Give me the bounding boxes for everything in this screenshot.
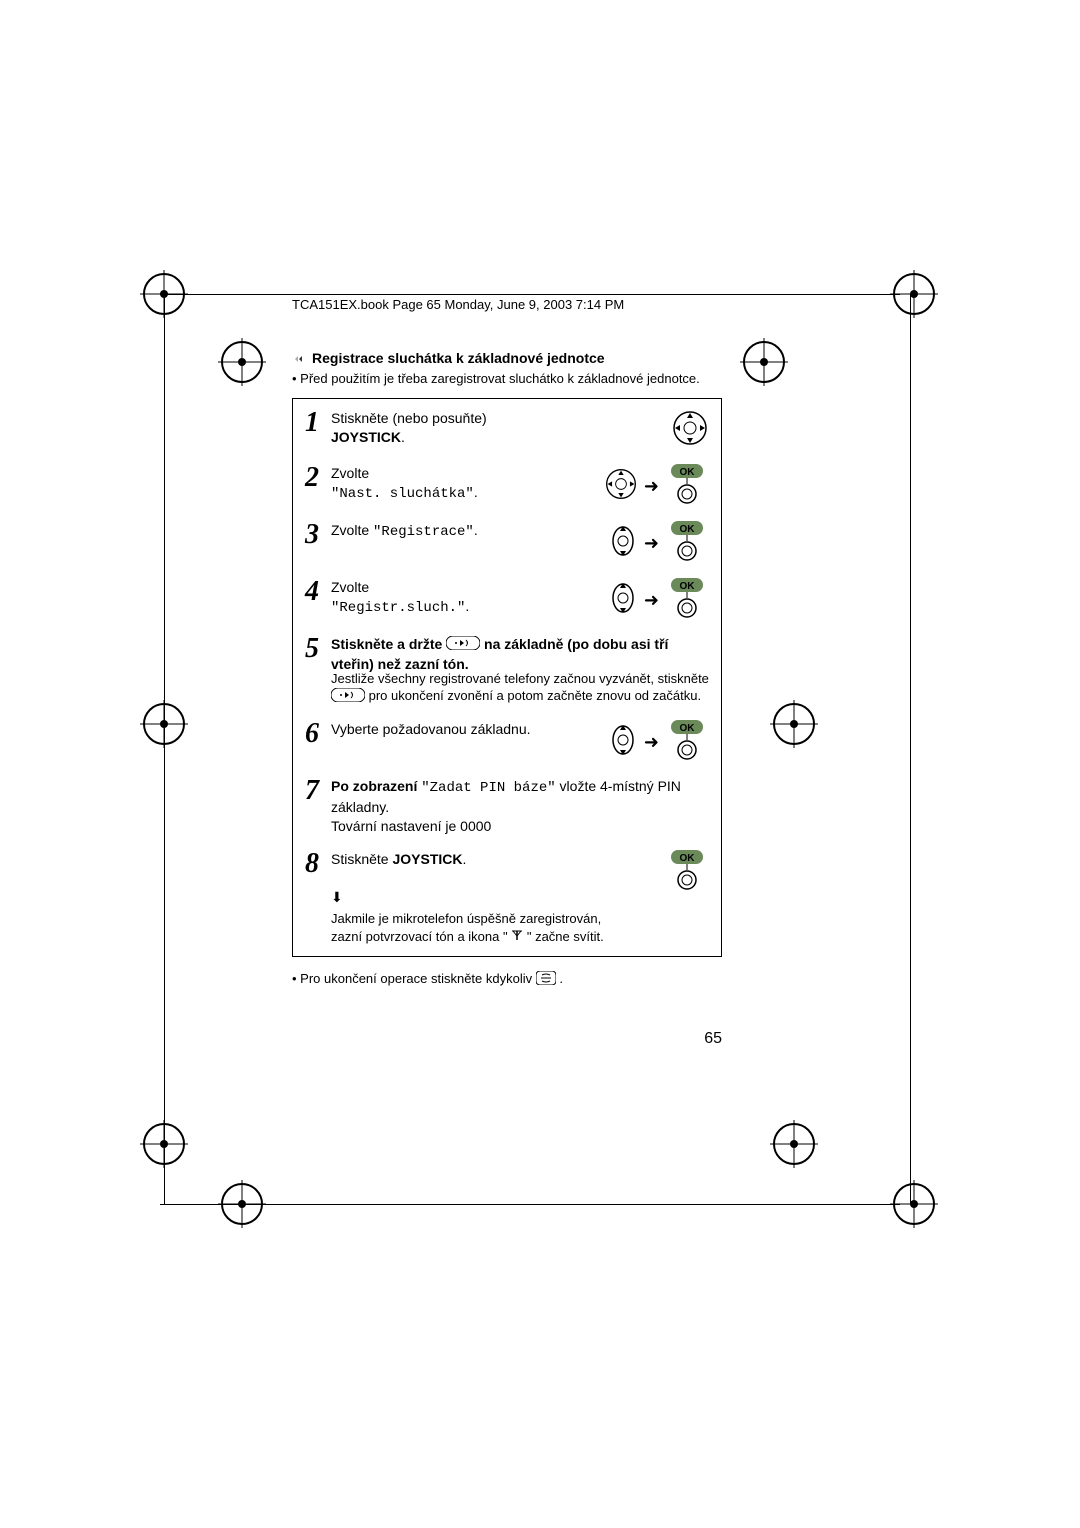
step-text: Zvolte "Registr.sluch.". (331, 578, 600, 618)
footer-note: • Pro ukončení operace stiskněte kdykoli… (292, 971, 722, 988)
step-icons: ➜ OK (608, 521, 709, 564)
step-text: Po zobrazení "Zadat PIN báze" vložte 4-m… (331, 777, 709, 836)
page-content: Registrace sluchátka k základnové jednot… (292, 350, 722, 988)
joystick-updown-icon (608, 581, 638, 618)
diamond-icon (292, 351, 306, 367)
cancel-button-icon (536, 971, 556, 988)
section-title-text: Registrace sluchátka k základnové jednot… (312, 350, 605, 366)
ok-button-icon: OK (665, 521, 709, 564)
step-number: 6 (305, 720, 331, 748)
arrow-right-icon: ➜ (644, 591, 659, 609)
step-icons: ➜ OK (608, 720, 709, 763)
step-7: 7 Po zobrazení "Zadat PIN báze" vložte 4… (305, 777, 709, 836)
joystick-updown-icon (608, 723, 638, 760)
step-8-note: Jakmile je mikrotelefon úspěšně zaregist… (331, 910, 709, 946)
steps-box: 1 Stiskněte (nebo posuňte) JOYSTICK. 2 Z… (292, 398, 722, 957)
ok-button-icon: OK (665, 720, 709, 763)
antenna-icon (511, 928, 523, 946)
page-header: TCA151EX.book Page 65 Monday, June 9, 20… (292, 294, 722, 312)
step-3: 3 Zvolte "Registrace". ➜ OK (305, 521, 709, 564)
arrow-right-icon: ➜ (644, 534, 659, 552)
ok-button-icon: OK (665, 850, 709, 893)
speaker-button-icon (446, 636, 480, 655)
section-title: Registrace sluchátka k základnové jednot… (292, 350, 722, 367)
page-number: 65 (704, 1030, 722, 1048)
joystick-icon (671, 409, 709, 450)
step-number: 5 (305, 635, 331, 663)
svg-text:OK: OK (680, 853, 696, 864)
crop-line (164, 294, 165, 1204)
step-5: 5 Stiskněte a držte na základně (po dobu… (305, 635, 709, 674)
ok-button-icon: OK (665, 578, 709, 621)
step-number: 8 (305, 850, 331, 878)
svg-text:OK: OK (680, 467, 696, 478)
step-icons: ➜ OK (604, 464, 709, 507)
step-number: 1 (305, 409, 331, 437)
svg-text:OK: OK (680, 524, 696, 535)
step-text: Stiskněte JOYSTICK. (331, 850, 657, 869)
arrow-right-icon: ➜ (644, 477, 659, 495)
arrow-right-icon: ➜ (644, 733, 659, 751)
step-number: 7 (305, 777, 331, 805)
step-text: Zvolte "Registrace". (331, 521, 600, 542)
step-5-note: Jestliže všechny registrované telefony z… (331, 670, 709, 706)
joystick-icon (604, 467, 638, 504)
step-number: 2 (305, 464, 331, 492)
step-text: Zvolte "Nast. sluchátka". (331, 464, 596, 504)
crop-mark-mr (770, 700, 818, 748)
speaker-button-icon (331, 688, 365, 707)
svg-text:OK: OK (680, 723, 696, 734)
step-8: 8 Stiskněte JOYSTICK. OK (305, 850, 709, 893)
step-2: 2 Zvolte "Nast. sluchátka". ➜ OK (305, 464, 709, 507)
crop-mark-br (770, 1120, 818, 1168)
crop-line (160, 1204, 900, 1205)
joystick-updown-icon (608, 524, 638, 561)
step-1: 1 Stiskněte (nebo posuňte) JOYSTICK. (305, 409, 709, 450)
crop-line (910, 294, 911, 1204)
step-text: Stiskněte a držte na základně (po dobu a… (331, 635, 709, 674)
step-number: 3 (305, 521, 331, 549)
crop-mark-tr2 (740, 338, 788, 386)
ok-button-icon: OK (665, 464, 709, 507)
step-6: 6 Vyberte požadovanou základnu. ➜ OK (305, 720, 709, 763)
step-text: Stiskněte (nebo posuňte) JOYSTICK. (331, 409, 663, 447)
step-icons (671, 409, 709, 450)
svg-text:OK: OK (680, 581, 696, 592)
step-text: Vyberte požadovanou základnu. (331, 720, 600, 739)
step-icons: OK (665, 850, 709, 893)
crop-mark-tl2 (218, 338, 266, 386)
section-subtitle: • Před použitím je třeba zaregistrovat s… (292, 371, 722, 386)
step-4: 4 Zvolte "Registr.sluch.". ➜ OK (305, 578, 709, 621)
step-icons: ➜ OK (608, 578, 709, 621)
step-number: 4 (305, 578, 331, 606)
